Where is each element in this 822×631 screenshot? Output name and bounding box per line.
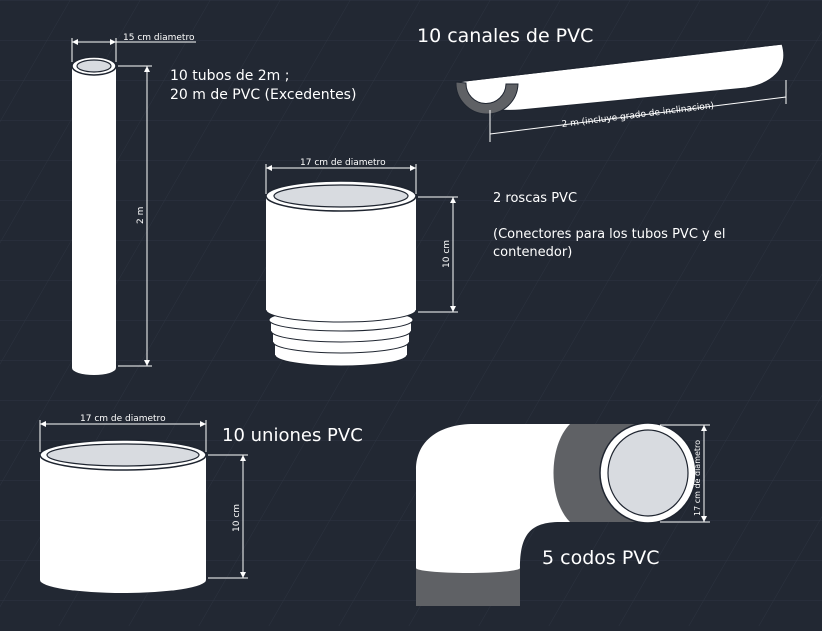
- union-height-label: 10 cm: [232, 504, 242, 532]
- rosca-diameter-label: 17 cm de diametro: [300, 158, 386, 168]
- rosca-body: [266, 196, 416, 310]
- tubo-body: [72, 66, 116, 368]
- codo-title: 5 codos PVC: [542, 547, 660, 569]
- union-bottom: [40, 567, 206, 593]
- rosca-title: 2 roscas PVC: [493, 191, 577, 206]
- tubo-diameter-label: 15 cm diametro: [123, 33, 195, 43]
- union-top-hole: [46, 443, 200, 467]
- rosca-pvc-drawing: 17 cm de diametro 10 cm 2 roscas PVC (Co…: [265, 158, 725, 367]
- rosca-desc-line1: (Conectores para los tubos PVC y el: [493, 227, 725, 242]
- tubo-bottom: [72, 361, 116, 375]
- tubo-title-line1: 10 tubos de 2m ;: [170, 68, 290, 84]
- tubo-top-hole: [76, 59, 112, 73]
- codo-lower-socket: [416, 568, 520, 606]
- tubo-length-label: 2 m: [136, 207, 146, 224]
- canal-title: 10 canales de PVC: [417, 25, 593, 47]
- union-pvc-drawing: 17 cm de diametro 10 cm 10 uniones PVC: [39, 414, 363, 593]
- codo-lower-socket-edge: [416, 563, 520, 573]
- rosca-height-label: 10 cm: [442, 240, 452, 268]
- rosca-body-bottom-fill: [266, 296, 416, 310]
- canal-length-dimline: [489, 96, 787, 135]
- canal-end-profile: [455, 81, 519, 115]
- codo-pvc-drawing: 17 cm de diametro 5 codos PVC: [416, 422, 710, 606]
- union-title: 10 uniones PVC: [222, 425, 363, 446]
- union-body: [40, 455, 206, 580]
- rosca-desc-line2: contenedor): [493, 245, 572, 260]
- tubo-pvc-drawing: 15 cm diametro 2 m 10 tubos de 2m ; 20 m…: [71, 33, 356, 375]
- codo-diameter-label: 17 cm de diametro: [693, 440, 702, 516]
- codo-side-hole: [607, 429, 689, 517]
- union-diameter-label: 17 cm de diametro: [80, 414, 166, 424]
- rosca-top-hole: [273, 184, 409, 208]
- tubo-title-line2: 20 m de PVC (Excedentes): [170, 87, 356, 103]
- canal-rim-line: [455, 43, 783, 83]
